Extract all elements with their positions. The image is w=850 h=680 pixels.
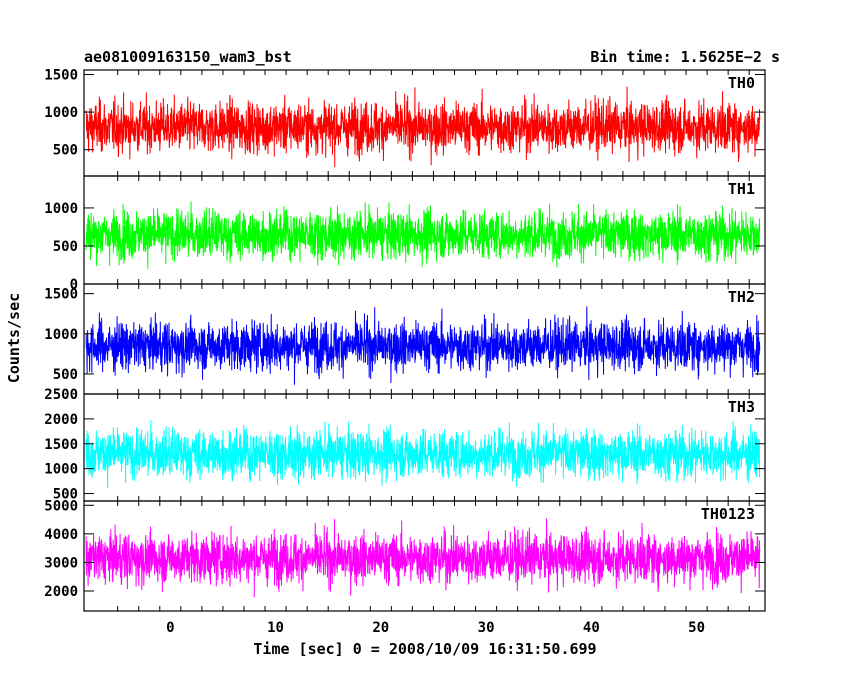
panel-th0123: 2000 3000 4000 5000 TH0123 [44,498,766,612]
panel-th1: 0 500 1000 TH1 [44,175,766,293]
y-tick-label: 1500 [44,287,78,303]
y-tick-label: 0 [70,277,78,293]
panel-frame [83,500,766,612]
x-tick-label: 30 [478,620,495,636]
y-tick-label: 500 [53,367,78,383]
y-tick-label: 2000 [44,412,78,428]
panel-label: TH1 [728,180,755,198]
x-tick-label: 10 [267,620,284,636]
series-line-th1 [85,201,761,269]
series-line-th0123 [85,518,761,598]
series-line-th0 [85,86,761,168]
x-tick-label: 0 [166,620,174,636]
panel-label: TH0123 [701,505,755,523]
y-tick-label: 5000 [44,498,78,514]
x-axis-label: Time [sec] 0 = 2008/10/09 16:31:50.699 [253,640,596,658]
x-tick-label: 20 [372,620,389,636]
y-tick-label: 1000 [44,327,78,343]
bin-time-label: Bin time: 1.5625E−2 s [590,48,780,66]
y-tick-label: 500 [53,143,78,159]
y-tick-label: 500 [53,239,78,255]
y-tick-label: 500 [53,487,78,503]
series-line-th2 [85,306,761,385]
x-tick-label: 50 [688,620,705,636]
y-tick-label: 1500 [44,437,78,453]
y-tick-label: 1000 [44,462,78,478]
panel-label: TH3 [728,398,755,416]
panel-label: TH0 [728,74,755,92]
chart-title: ae081009163150_wam3_bst [84,48,292,66]
y-tick-label: 3000 [44,555,78,571]
y-tick-label: 1500 [44,68,78,84]
series-line-th3 [85,420,761,489]
panel-th2: 500 1000 1500 TH2 [44,283,766,395]
y-tick-label: 1000 [44,105,78,121]
y-tick-label: 4000 [44,527,78,543]
x-tick-label: 40 [583,620,600,636]
panel-th0: 500 1000 1500 TH0 [44,68,766,177]
y-axis-label: Counts/sec [5,293,23,383]
panel-th3: 500 1000 1500 2000 2500 TH3 [44,387,766,503]
panel-label: TH2 [728,288,755,306]
y-tick-label: 2000 [44,584,78,600]
y-tick-label: 2500 [44,387,78,403]
y-tick-label: 1000 [44,201,78,217]
